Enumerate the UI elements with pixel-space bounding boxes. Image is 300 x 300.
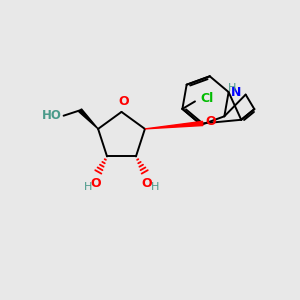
Text: H: H bbox=[228, 83, 236, 93]
Text: Cl: Cl bbox=[200, 92, 214, 105]
Text: O: O bbox=[118, 95, 129, 108]
Text: N: N bbox=[231, 86, 242, 99]
Polygon shape bbox=[145, 121, 203, 129]
Text: H: H bbox=[84, 182, 92, 192]
Text: O: O bbox=[142, 176, 152, 190]
Text: HO: HO bbox=[42, 109, 62, 122]
Text: O: O bbox=[205, 116, 216, 128]
Text: H: H bbox=[151, 182, 159, 192]
Text: O: O bbox=[91, 176, 101, 190]
Polygon shape bbox=[79, 109, 98, 129]
